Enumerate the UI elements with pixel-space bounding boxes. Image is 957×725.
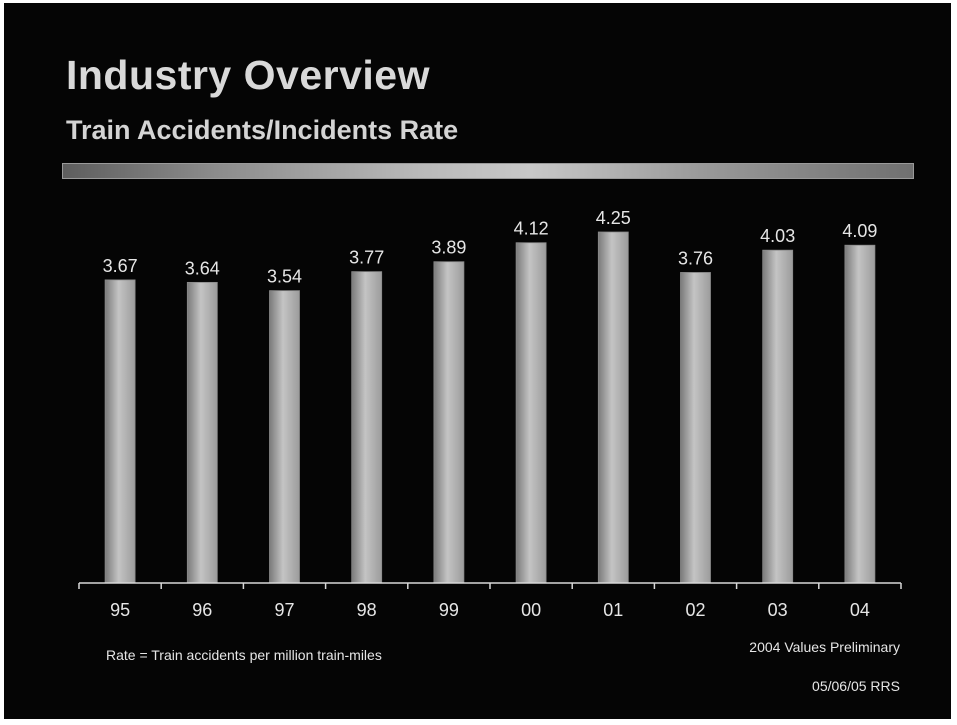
data-label-98: 3.77 [349,248,384,268]
data-label-03: 4.03 [760,226,795,246]
rate-definition-note: Rate = Train accidents per million train… [106,647,382,663]
data-label-00: 4.12 [514,219,549,239]
bar-02 [680,272,711,584]
x-tick-label-96: 96 [192,600,212,620]
x-tick-label-02: 02 [685,600,705,620]
data-label-99: 3.89 [431,238,466,258]
data-label-02: 3.76 [678,248,713,268]
x-axis: 95 96 97 98 99 00 01 02 03 04 [78,582,902,620]
data-label-95: 3.67 [103,256,138,276]
date-note: 05/06/05 RRS [812,678,900,694]
x-tick-label-01: 01 [603,600,623,620]
bar-99 [433,261,465,584]
data-label-96: 3.64 [185,258,220,278]
x-tick-label-97: 97 [274,600,294,620]
x-tick-label-99: 99 [439,600,459,620]
slide-subtitle: Train Accidents/Incidents Rate [66,115,459,145]
bar-01 [597,231,629,584]
bar-00 [515,242,547,584]
bar-98 [351,271,383,584]
data-label-01: 4.25 [596,208,631,228]
data-labels-layer: 3.67 3.64 3.54 3.77 3.89 4.12 4.25 3.76 4.03 4.09 [103,208,878,287]
x-tick-label-95: 95 [110,600,130,620]
data-label-97: 3.54 [267,267,302,287]
bar-chart: 3.67 3.64 3.54 3.77 3.89 4.12 4.25 3.76 4.03 4.09… [78,208,902,620]
x-tick-label-04: 04 [850,600,870,620]
x-tick-label-03: 03 [768,600,788,620]
x-tick-label-00: 00 [521,600,541,620]
slide-title: Industry Overview [66,52,430,98]
bar-97 [269,290,300,584]
bar-04 [844,244,876,584]
title-divider-band [62,163,914,179]
bar-96 [186,281,218,584]
bar-03 [762,249,794,584]
preliminary-note: 2004 Values Preliminary [749,639,900,655]
slide: Industry Overview Train Accidents/Incide… [4,3,951,719]
bars-layer [104,231,876,584]
data-label-04: 4.09 [842,221,877,241]
x-tick-label-98: 98 [357,600,377,620]
bar-95 [104,279,136,584]
